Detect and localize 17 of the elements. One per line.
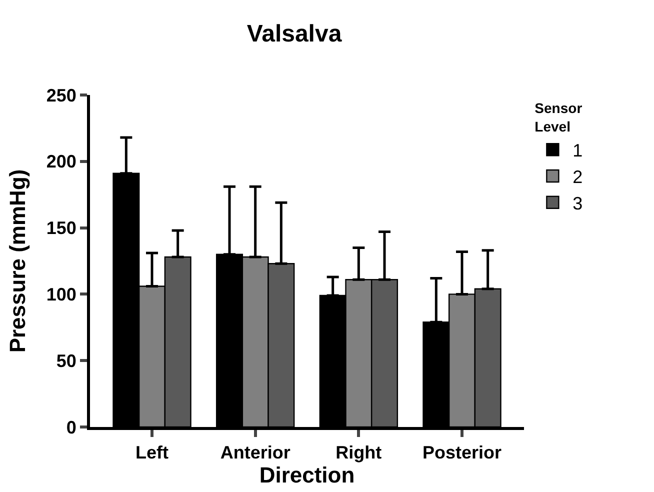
y-tick-label: 200 bbox=[46, 152, 76, 172]
y-tick-label: 250 bbox=[46, 85, 76, 106]
y-tick-label: 0 bbox=[66, 417, 76, 438]
y-axis-title: Pressure (mmHg) bbox=[5, 169, 30, 353]
y-tick-label: 150 bbox=[46, 218, 76, 238]
x-axis-title: Direction bbox=[259, 462, 355, 488]
x-tick-label: Posterior bbox=[422, 442, 502, 463]
legend-label: 1 bbox=[572, 140, 583, 161]
legend-label: 2 bbox=[572, 167, 583, 188]
x-tick-label: Right bbox=[336, 442, 382, 463]
x-tick-label: Anterior bbox=[220, 442, 290, 463]
legend-title: Sensor Level bbox=[534, 100, 583, 134]
y-tick-label: 100 bbox=[46, 284, 76, 304]
x-tick-label: Left bbox=[136, 442, 168, 463]
legend-label: 3 bbox=[572, 193, 583, 214]
y-tick-label: 50 bbox=[56, 350, 76, 371]
chart-title: Valsalva bbox=[246, 20, 342, 48]
